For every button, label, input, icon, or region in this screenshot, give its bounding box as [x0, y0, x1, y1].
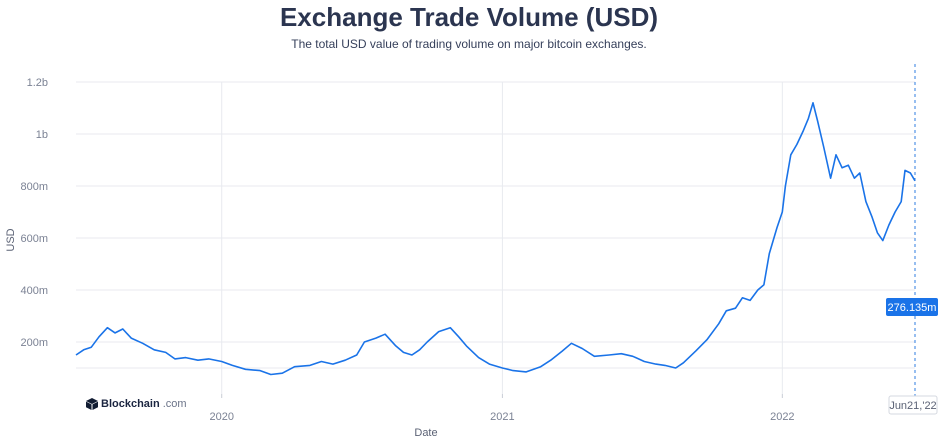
brand-name: Blockchain — [101, 398, 160, 410]
series-group — [75, 102, 916, 376]
y-tick-label: 800m — [20, 181, 48, 193]
x-tick-label: 2022 — [770, 411, 794, 423]
chart-title: Exchange Trade Volume (USD) — [279, 2, 659, 32]
date-tooltip-box — [888, 395, 938, 415]
tooltip-value: 276.135m — [888, 302, 937, 314]
y-tick-label: 1.2b — [27, 77, 48, 89]
y-axis-ticks: 200m 400m 600m 800m 1b 1.2b — [20, 77, 48, 349]
brand-suffix: .com — [162, 398, 187, 410]
chart-subtitle: The total USD value of trading volume on… — [291, 37, 647, 51]
tooltip-box — [886, 298, 938, 316]
y-tick-label: 1b — [36, 129, 48, 141]
blockchain-logo-icon — [86, 398, 98, 410]
series-line — [75, 102, 916, 376]
x-tick-label: 2021 — [490, 411, 514, 423]
y-tick-label: 600m — [20, 233, 48, 245]
x-tick-label: 2020 — [209, 411, 233, 423]
x-axis-label: Date — [414, 427, 437, 439]
tooltip: 276.135m — [886, 298, 938, 316]
brand-watermark: Blockchain .com — [86, 398, 187, 410]
date-tooltip-label: Jun21,'22 — [889, 400, 936, 412]
y-axis-label: USD — [5, 228, 17, 251]
y-tick-label: 200m — [20, 337, 48, 349]
grid-lines — [76, 81, 915, 394]
x-axis-ticks: 2020 2021 2022 — [209, 394, 795, 423]
date-tooltip: Jun21,'22 — [888, 395, 938, 415]
y-tick-label: 400m — [20, 285, 48, 297]
